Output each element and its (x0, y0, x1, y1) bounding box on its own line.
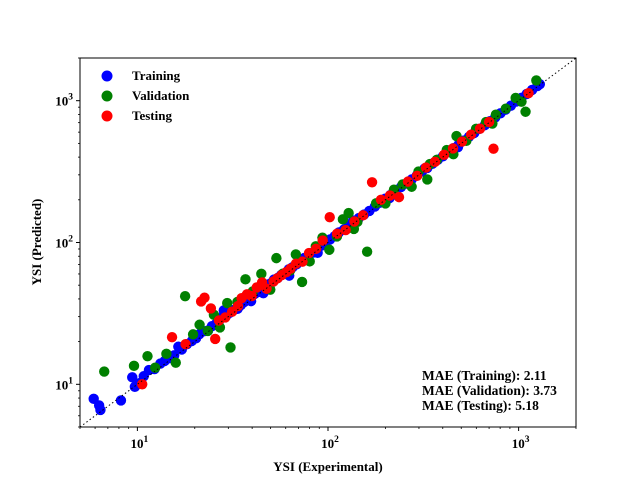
identity-reference-line (79, 57, 577, 428)
legend-label-validation: Validation (132, 88, 190, 103)
point-testing-13 (246, 290, 257, 302)
mae-annotations: MAE (Training): 2.11 MAE (Validation): 3… (422, 368, 557, 413)
point-validation-32 (361, 246, 373, 257)
point-testing-47 (523, 87, 534, 99)
point-validation-39 (422, 174, 433, 185)
point-testing-46 (488, 143, 499, 154)
x-tick-label-1: 102 (321, 435, 339, 451)
point-validation-47 (500, 103, 511, 114)
point-testing-6 (210, 333, 221, 345)
point-testing-38 (420, 162, 432, 173)
y-axis-label: YSI (Predicted) (29, 199, 44, 286)
x-tick-label-2: 103 (512, 435, 530, 451)
x-axis-label: YSI (Experimental) (273, 459, 382, 474)
point-testing-40 (438, 149, 450, 160)
y-tick-label-2: 103 (55, 93, 73, 109)
point-validation-9 (202, 325, 213, 337)
legend-marker-training (101, 70, 113, 82)
point-validation-27 (324, 244, 335, 255)
point-testing-45 (483, 116, 495, 128)
point-validation-51 (516, 96, 527, 107)
point-testing-43 (465, 129, 477, 140)
point-validation-1 (128, 360, 140, 372)
point-testing-29 (340, 224, 351, 236)
point-testing-34 (384, 190, 396, 201)
point-testing-39 (429, 156, 441, 168)
point-training-4 (127, 372, 138, 383)
point-testing-1 (166, 331, 178, 343)
point-validation-5 (170, 357, 181, 368)
point-validation-55 (348, 223, 360, 235)
mae-testing-text: MAE (Testing): 5.18 (422, 398, 539, 413)
point-validation-3 (149, 362, 161, 373)
y-tick-label-0: 101 (55, 376, 73, 392)
point-validation-4 (161, 348, 172, 360)
point-validation-0 (99, 366, 110, 377)
point-testing-25 (310, 243, 322, 255)
point-testing-28 (331, 228, 343, 239)
point-testing-30 (349, 216, 360, 227)
point-testing-44 (474, 123, 486, 134)
point-testing-2 (180, 338, 191, 350)
point-testing-26 (317, 235, 328, 246)
data-points (88, 75, 546, 416)
point-validation-12 (222, 297, 233, 309)
legend-marker-validation (101, 90, 113, 102)
point-testing-5 (205, 303, 217, 314)
point-validation-50 (531, 75, 542, 86)
point-testing-27 (324, 212, 335, 223)
point-validation-49 (520, 106, 531, 117)
point-testing-10 (232, 300, 244, 312)
point-validation-17 (256, 268, 267, 280)
point-testing-0 (137, 379, 148, 390)
point-testing-32 (366, 177, 378, 188)
mae-validation-text: MAE (Validation): 3.73 (422, 383, 557, 398)
legend-label-training: Training (132, 68, 181, 83)
x-tick-label-0: 101 (131, 435, 149, 451)
point-validation-6 (179, 291, 191, 302)
point-testing-4 (199, 292, 210, 303)
point-validation-15 (240, 274, 251, 285)
point-testing-36 (402, 176, 414, 187)
legend: Training Validation Testing (101, 68, 190, 123)
point-testing-42 (456, 136, 468, 147)
y-tick-label-1: 102 (55, 235, 73, 251)
point-validation-7 (187, 329, 199, 340)
point-validation-30 (343, 207, 354, 219)
point-validation-23 (296, 276, 308, 288)
legend-label-testing: Testing (132, 108, 172, 123)
point-validation-13 (225, 342, 236, 353)
legend-marker-testing (101, 110, 113, 122)
point-training-2 (95, 404, 106, 416)
point-training-3 (115, 395, 127, 406)
point-validation-46 (490, 109, 502, 120)
mae-training-text: MAE (Training): 2.11 (422, 368, 547, 383)
point-validation-8 (194, 319, 205, 330)
axis-ticks: 101 102 103 101 102 103 (55, 57, 577, 451)
point-testing-8 (220, 312, 231, 323)
point-testing-31 (357, 210, 369, 221)
point-validation-19 (271, 252, 282, 264)
point-validation-22 (290, 249, 302, 260)
point-testing-35 (393, 191, 405, 203)
point-testing-41 (447, 143, 459, 154)
point-validation-2 (142, 350, 153, 362)
point-testing-33 (375, 194, 387, 205)
